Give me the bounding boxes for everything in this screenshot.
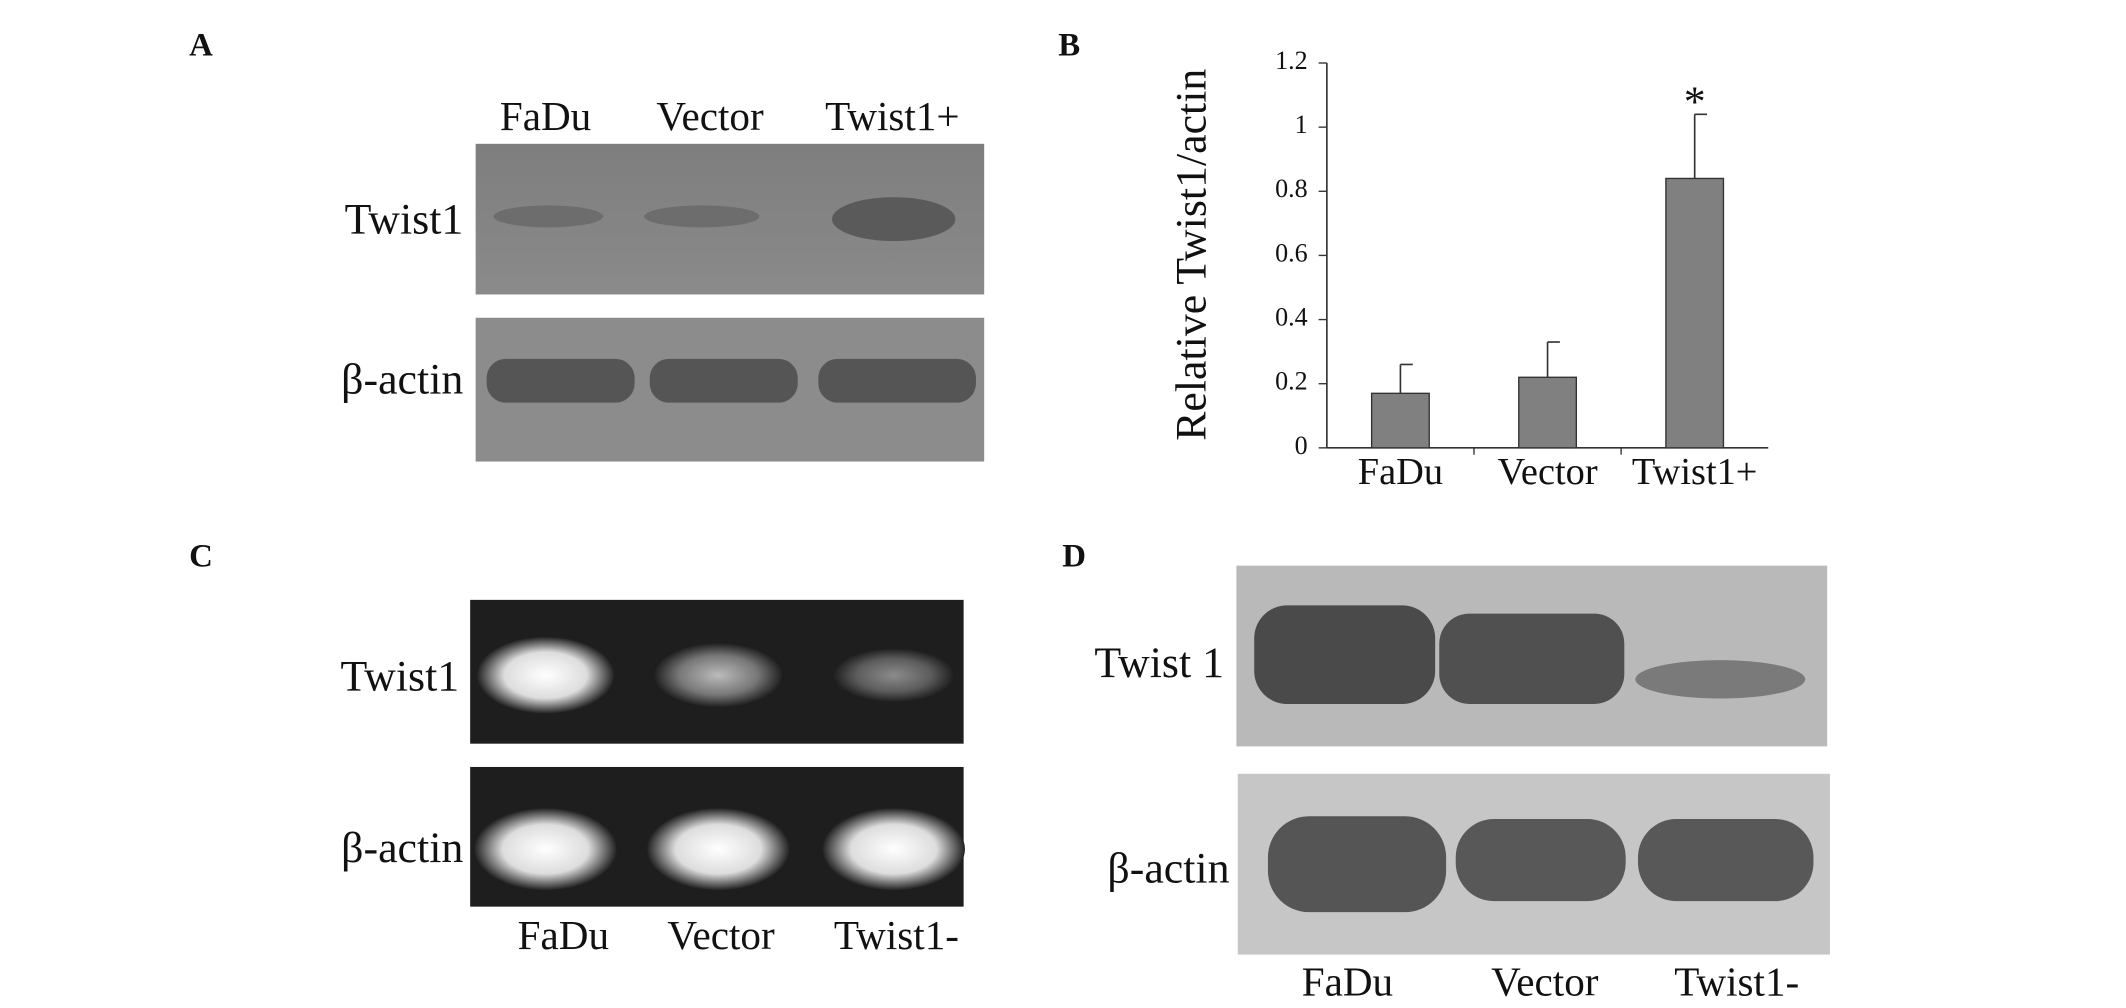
band: [486, 358, 635, 403]
band: [832, 647, 956, 703]
band: [644, 205, 760, 228]
y-tick-label: 0.6: [1275, 238, 1308, 267]
lane-label: FaDu: [500, 93, 591, 139]
band: [1638, 819, 1814, 902]
band: [493, 205, 604, 228]
panel-letter: B: [1058, 27, 1080, 63]
lane-label: Twist1+: [825, 93, 960, 139]
row-label: β-actin: [341, 356, 463, 404]
lane-label: Twist1-: [834, 912, 959, 958]
row-label: Twist 1: [1094, 639, 1224, 687]
bar: [1370, 392, 1430, 449]
lane-label: Vector: [667, 912, 775, 958]
band: [1254, 605, 1436, 704]
row-label: Twist1: [340, 653, 459, 701]
band: [646, 808, 790, 891]
row-label: Twist1: [345, 195, 464, 243]
lane-label: Vector: [656, 93, 764, 139]
y-tick-label: 0.2: [1275, 367, 1308, 396]
lane-label: FaDu: [518, 912, 609, 958]
y-tick-label: 0: [1295, 431, 1308, 460]
x-tick-label: FaDu: [1358, 451, 1443, 493]
annotation: *: [1684, 78, 1706, 126]
lane-label: Vector: [1491, 959, 1599, 1005]
row-label: β-actin: [341, 824, 463, 872]
x-tick-label: Vector: [1497, 451, 1597, 493]
y-tick-label: 0.8: [1275, 174, 1308, 203]
band: [474, 808, 617, 891]
y-tick-label: 0.4: [1275, 303, 1308, 332]
y-tick-label: 1: [1295, 110, 1308, 139]
band: [818, 358, 976, 403]
y-axis-label: Relative Twist1/actin: [1167, 69, 1215, 441]
panel-letter: C: [189, 538, 213, 574]
band: [649, 358, 798, 403]
x-tick-label: Twist1+: [1632, 451, 1758, 493]
lane-label: FaDu: [1302, 959, 1393, 1005]
bar: [1518, 376, 1578, 449]
row-label: β-actin: [1107, 844, 1229, 892]
band: [1455, 819, 1626, 902]
band: [822, 808, 965, 891]
band: [1439, 613, 1625, 704]
panel-letter: D: [1062, 538, 1086, 574]
lane-label: Twist1-: [1674, 959, 1799, 1005]
band: [1635, 660, 1806, 699]
band: [652, 642, 785, 709]
band: [832, 197, 956, 242]
y-tick-label: 1.2: [1275, 46, 1308, 75]
band: [477, 636, 615, 714]
panel-letter: A: [189, 27, 213, 63]
bar: [1665, 177, 1725, 449]
band: [1267, 816, 1447, 913]
